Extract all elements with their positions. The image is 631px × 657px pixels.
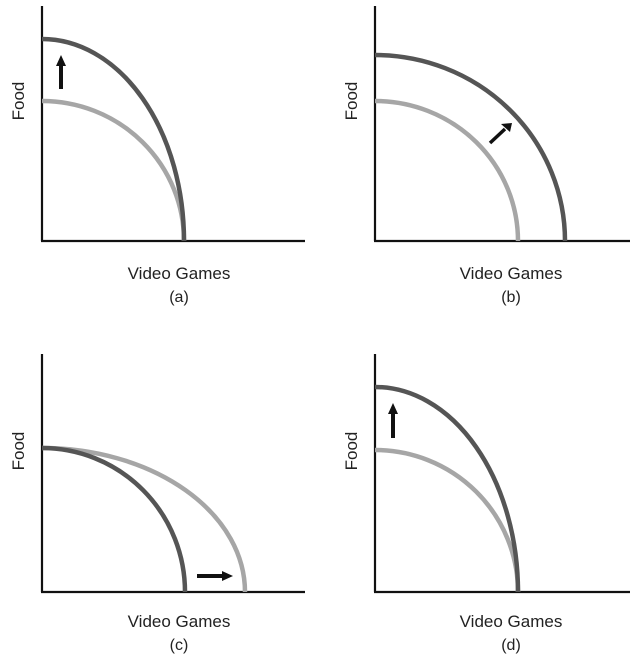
panel-d-x-label: Video Games bbox=[460, 612, 563, 631]
panel-c-y-label: Food bbox=[9, 432, 28, 471]
panel-a: Food Video Games (a) bbox=[9, 6, 305, 306]
panel-a-caption: (a) bbox=[169, 289, 189, 306]
panel-a-shifted-curve bbox=[41, 36, 187, 242]
panel-c: Food Video Games (c) bbox=[9, 354, 305, 654]
panel-b: Food Video Games (b) bbox=[342, 6, 630, 306]
panel-c-shift-arrow-icon bbox=[197, 571, 233, 581]
panel-a-shift-arrow-icon bbox=[56, 55, 66, 89]
panel-c-shifted-curve bbox=[41, 445, 248, 593]
panel-a-original-curve bbox=[41, 98, 187, 242]
panel-b-caption: (b) bbox=[501, 289, 521, 306]
panel-a-x-label: Video Games bbox=[128, 264, 231, 283]
panel-c-x-label: Video Games bbox=[128, 612, 231, 631]
panel-d: Food Video Games (d) bbox=[342, 354, 630, 654]
panel-d-caption: (d) bbox=[501, 637, 521, 654]
panel-b-y-label: Food bbox=[342, 82, 361, 121]
panel-b-shifted-curve bbox=[374, 52, 568, 242]
panel-c-original-curve bbox=[41, 445, 188, 593]
panel-d-shifted-curve bbox=[374, 384, 521, 593]
panel-d-shift-arrow-icon bbox=[388, 403, 398, 438]
panel-b-original-curve bbox=[374, 98, 521, 242]
panel-b-x-label: Video Games bbox=[460, 264, 563, 283]
panel-a-y-label: Food bbox=[9, 82, 28, 121]
panel-b-shift-arrow-icon bbox=[488, 123, 512, 145]
panel-d-y-label: Food bbox=[342, 432, 361, 471]
panel-d-original-curve bbox=[374, 447, 521, 593]
panel-c-caption: (c) bbox=[170, 637, 189, 654]
